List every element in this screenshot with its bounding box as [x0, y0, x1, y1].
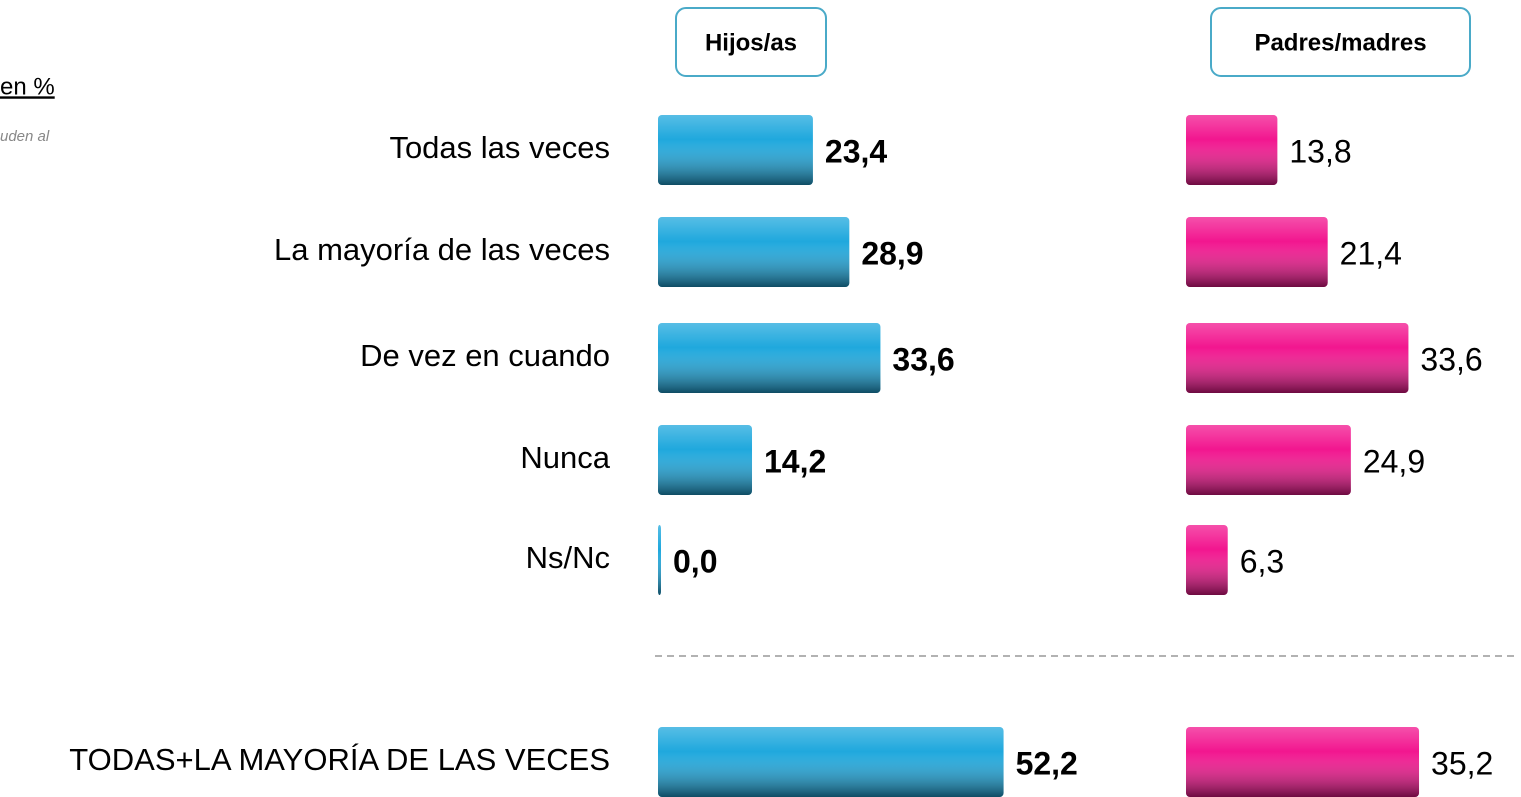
legend-label: Padres/madres [1254, 29, 1426, 56]
bar-shade [1186, 217, 1328, 287]
value-label: 28,9 [861, 235, 923, 271]
bar-shade [1186, 115, 1278, 185]
header-box [675, 7, 827, 77]
bar-shade [658, 115, 813, 185]
value-label: 0,0 [673, 543, 717, 579]
subtitle: en % [0, 73, 55, 100]
bar-shade [1186, 425, 1351, 495]
bar-shade [1186, 727, 1420, 797]
category-label: Ns/Nc [526, 540, 610, 575]
category-label: Nunca [520, 440, 610, 475]
value-label: 24,9 [1363, 443, 1425, 479]
category-label: De vez en cuando [360, 338, 610, 373]
value-label: 52,2 [1016, 745, 1078, 781]
bar-shade [658, 323, 881, 393]
value-label: 23,4 [825, 133, 887, 169]
value-label: 14,2 [764, 443, 826, 479]
bar-shade [658, 727, 1004, 797]
value-label: 13,8 [1289, 133, 1351, 169]
legend-label: Hijos/as [705, 29, 797, 56]
header-box [1210, 7, 1471, 77]
value-label: 21,4 [1340, 235, 1402, 271]
category-label: La mayoría de las veces [274, 232, 610, 267]
bar-shade [1186, 323, 1409, 393]
bar-shade [658, 425, 753, 495]
value-label: 33,6 [1420, 341, 1482, 377]
value-label: 6,3 [1240, 543, 1284, 579]
bar-shade [1186, 525, 1228, 595]
value-label: 33,6 [892, 341, 954, 377]
category-label: TODAS+LA MAYORÍA DE LAS VECES [69, 742, 610, 777]
annotation: uden al [0, 128, 50, 145]
bar-shade [658, 525, 661, 595]
category-label: Todas las veces [389, 130, 610, 165]
bar-shade [658, 217, 850, 287]
value-label: 35,2 [1431, 745, 1493, 781]
